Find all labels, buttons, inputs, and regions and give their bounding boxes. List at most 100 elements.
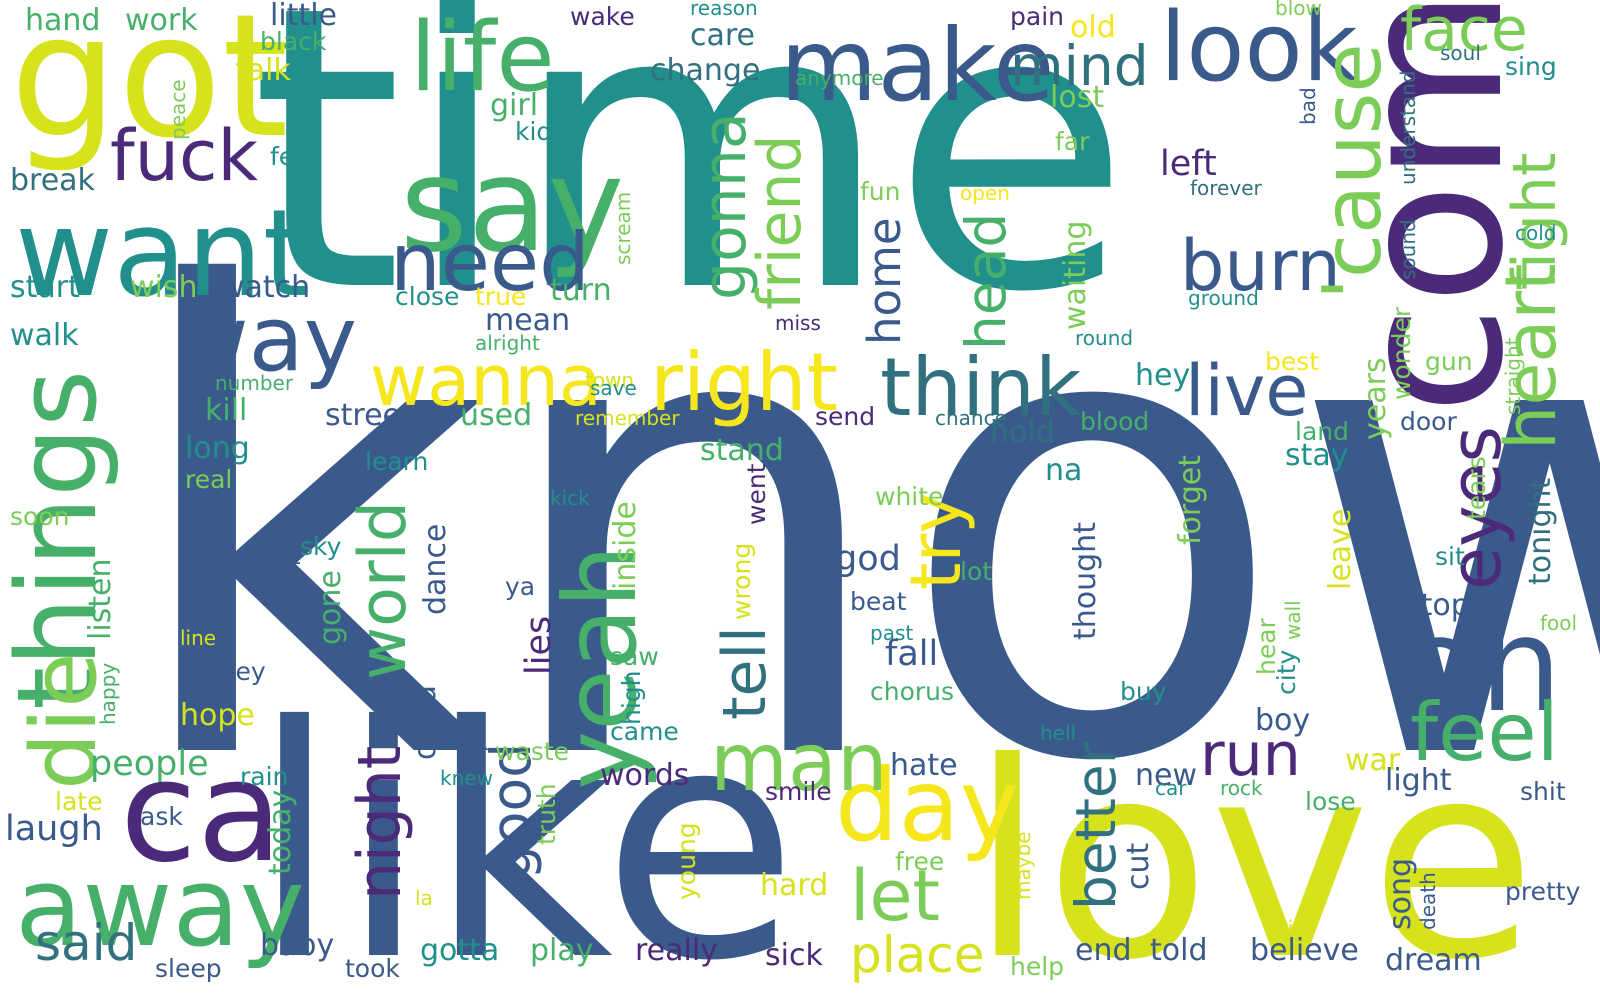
word-dream: dream xyxy=(1385,943,1482,978)
word-better: better xyxy=(1064,741,1128,910)
word-wrong: wrong xyxy=(727,543,756,620)
word-inside: inside xyxy=(608,501,643,590)
word-words: words xyxy=(600,758,689,793)
word-hand: hand xyxy=(25,3,100,38)
word-know: know xyxy=(120,156,1600,901)
word-start: start xyxy=(10,270,80,305)
word-make: make xyxy=(780,7,1055,124)
word-play: play xyxy=(530,933,594,968)
word-work: work xyxy=(125,3,198,38)
word-gotta: gotta xyxy=(420,933,499,968)
word-mean: mean xyxy=(485,303,570,338)
word-happy: happy xyxy=(96,663,120,725)
word-blood: blood xyxy=(1080,407,1149,436)
word-new: new xyxy=(1135,758,1197,793)
word-street: street xyxy=(325,398,413,433)
word-miss: miss xyxy=(775,311,821,335)
word-hear: hear xyxy=(1252,617,1281,675)
word-run: run xyxy=(1200,720,1301,790)
word-need: need xyxy=(390,216,590,309)
word-late: late xyxy=(55,787,102,816)
word-money: money xyxy=(180,657,266,686)
word-cause: 'cause xyxy=(1306,43,1399,300)
word-boy: boy xyxy=(1255,703,1310,738)
word-girl: girl xyxy=(490,88,538,123)
word-walk: walk xyxy=(10,318,79,353)
word-game: game xyxy=(281,548,305,605)
word-stay: stay xyxy=(1285,438,1349,473)
word-gonna: gonna xyxy=(690,112,760,300)
word-let: let xyxy=(850,855,940,937)
word-sleep: sleep xyxy=(155,954,222,983)
word-waste: waste xyxy=(495,737,569,766)
word-alright: alright xyxy=(475,331,540,355)
word-town: town xyxy=(585,368,634,392)
word-come: come xyxy=(1315,0,1548,415)
word-black: black xyxy=(260,27,327,56)
word-way: way xyxy=(175,287,357,392)
word-watch: watch xyxy=(220,270,310,305)
word-wall: wall xyxy=(1281,600,1305,640)
word-thought: thought xyxy=(1068,522,1103,640)
word-think: think xyxy=(880,341,1082,434)
word-scream: scream xyxy=(611,192,635,265)
word-yeah: yeah xyxy=(542,545,659,790)
word-land: land xyxy=(1295,417,1349,446)
word-got: got xyxy=(10,0,289,176)
word-came: came xyxy=(610,717,679,746)
word-left: left xyxy=(1160,144,1217,184)
word-tears: tears xyxy=(1462,456,1491,520)
word-old: old xyxy=(1070,10,1116,45)
word-door: door xyxy=(1400,407,1457,436)
word-today: today xyxy=(263,790,298,875)
word-help: help xyxy=(1010,952,1064,981)
word-went: went xyxy=(742,463,771,525)
word-anymore: anymore xyxy=(795,66,884,90)
word-really: really xyxy=(635,933,718,968)
word-hold: hold xyxy=(990,415,1055,450)
word-lot: lot xyxy=(960,557,992,586)
word-face: face xyxy=(1400,0,1528,65)
word-good: good xyxy=(479,743,543,880)
word-car: car xyxy=(1155,776,1187,800)
word-buy: buy xyxy=(1120,677,1167,706)
word-fear: fear xyxy=(270,142,321,171)
word-stand: stand xyxy=(700,433,784,468)
word-light: light xyxy=(1385,763,1452,798)
word-end: end xyxy=(1075,933,1132,968)
word-long: long xyxy=(185,431,250,466)
word-line: line xyxy=(180,626,216,650)
word-learn: learn xyxy=(365,447,428,476)
word-lose: lose xyxy=(1305,787,1356,816)
word-used: used xyxy=(460,398,532,433)
word-dance: dance xyxy=(418,524,453,615)
word-love: love xyxy=(970,704,1536,1000)
word-ya: ya xyxy=(505,572,535,601)
word-laugh: laugh xyxy=(5,809,103,849)
word-ask: ask xyxy=(140,802,183,831)
word-day: day xyxy=(835,747,1019,864)
word-sick: sick xyxy=(765,938,823,973)
word-kick: kick xyxy=(550,486,590,510)
word-fuck: fuck xyxy=(110,115,258,197)
word-high: high xyxy=(617,670,646,725)
word-na: na xyxy=(1045,453,1082,488)
word-friend: friend xyxy=(745,135,815,311)
word-care: care xyxy=(690,18,755,53)
word-years: years xyxy=(1358,357,1393,440)
word-little: little xyxy=(270,0,337,33)
word-die: die xyxy=(12,652,117,790)
word-pain: pain xyxy=(1010,2,1064,31)
word-said: said xyxy=(35,914,137,972)
word-rock: rock xyxy=(1220,776,1263,800)
word-took: took xyxy=(345,954,400,983)
word-ca: ca xyxy=(120,731,283,894)
word-number: number xyxy=(215,371,294,395)
word-soul: soul xyxy=(1440,41,1481,65)
word-hate: hate xyxy=(890,748,958,783)
word-feel: feel xyxy=(1410,686,1559,779)
word-oh: oh xyxy=(1400,589,1562,741)
word-forget: forget xyxy=(1173,455,1208,545)
word-night: night xyxy=(345,746,415,900)
word-lost: lost xyxy=(1050,80,1104,115)
